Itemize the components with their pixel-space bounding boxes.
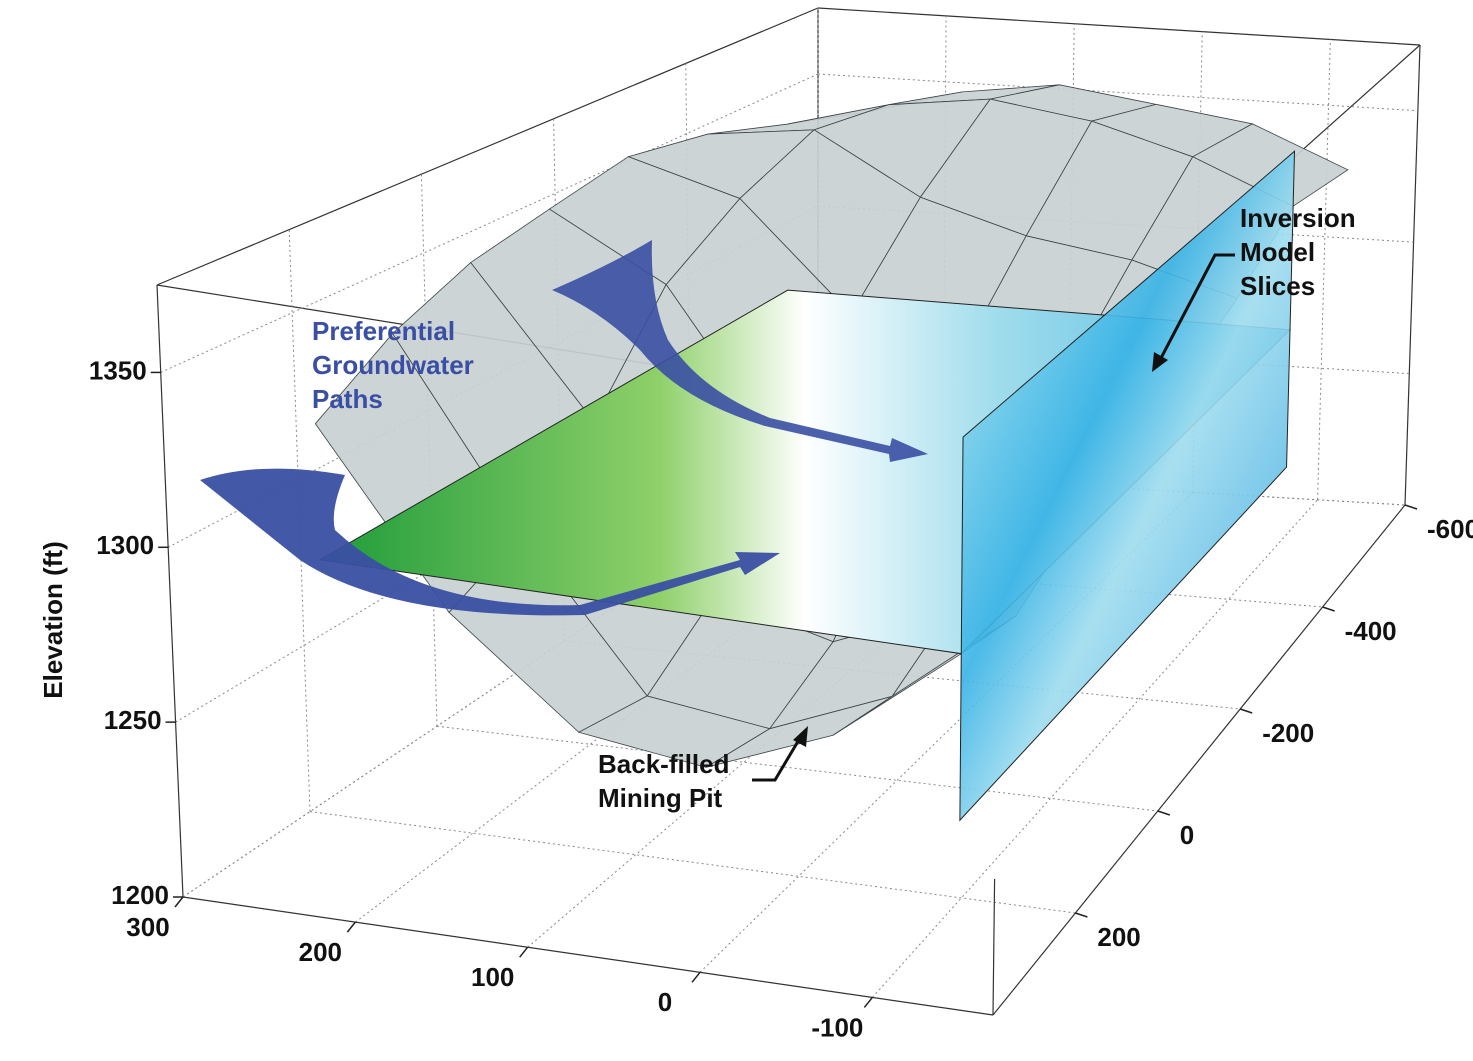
tick-mark	[1322, 606, 1335, 612]
x-tick-label: 200	[299, 937, 342, 967]
x-tick-label: 0	[658, 987, 672, 1017]
tick-mark	[1239, 708, 1253, 714]
y-tick-label: -400	[1345, 616, 1397, 646]
pointer-head	[793, 726, 808, 747]
tick-mark	[346, 921, 356, 933]
box-edge	[817, 7, 1421, 46]
y-tick-label: 0	[1180, 820, 1194, 850]
z-tick-label: 1350	[89, 355, 147, 385]
flow-arrow	[552, 240, 928, 462]
box-edge	[156, 7, 819, 286]
annotation: Mining Pit	[598, 783, 723, 813]
annotation: Preferential	[312, 316, 455, 346]
grid-line	[817, 73, 1418, 112]
grid-line	[436, 725, 1158, 812]
tick-mark	[691, 971, 701, 983]
z-axis-label: Elevation (ft)	[38, 541, 68, 698]
tick-mark	[174, 896, 184, 908]
grid-line	[309, 811, 1076, 914]
flow-arrow	[200, 468, 780, 616]
z-tick-label: 1200	[111, 880, 169, 910]
annotation: Inversion	[1240, 203, 1356, 233]
vertical-slice	[959, 150, 1296, 822]
x-tick-label: -100	[811, 1012, 863, 1042]
y-tick-label: -200	[1262, 718, 1314, 748]
grid-line	[1317, 39, 1331, 500]
box-edge	[992, 878, 996, 1016]
y-tick-label: 200	[1097, 922, 1140, 952]
tick-mark	[519, 946, 529, 958]
tick-mark	[1404, 504, 1418, 510]
grid-line	[563, 640, 1241, 710]
box-edge	[1404, 44, 1421, 506]
tick-mark	[863, 996, 873, 1008]
grid-line	[160, 73, 819, 373]
pointer-line	[752, 737, 802, 782]
z-tick-label: 1250	[104, 705, 162, 735]
box-edge	[156, 284, 184, 898]
annotation: Paths	[312, 384, 383, 414]
box-edge	[992, 504, 1406, 1016]
box-edge	[182, 896, 994, 1016]
tick-mark	[1075, 912, 1088, 918]
grid-line	[817, 469, 1406, 506]
annotation: Groundwater	[312, 350, 474, 380]
x-tick-label: 300	[126, 912, 169, 942]
pointer-line	[1158, 253, 1235, 361]
z-tick-label: 1300	[96, 530, 154, 560]
pointer-head	[1152, 352, 1168, 372]
annotation: Model	[1240, 237, 1315, 267]
x-tick-label: 100	[471, 962, 514, 992]
y-tick-label: -600	[1427, 514, 1473, 544]
annotation: Slices	[1240, 271, 1315, 301]
grid-line	[871, 499, 1318, 998]
annotation: Back-filled	[598, 749, 730, 779]
tick-mark	[1157, 810, 1171, 816]
